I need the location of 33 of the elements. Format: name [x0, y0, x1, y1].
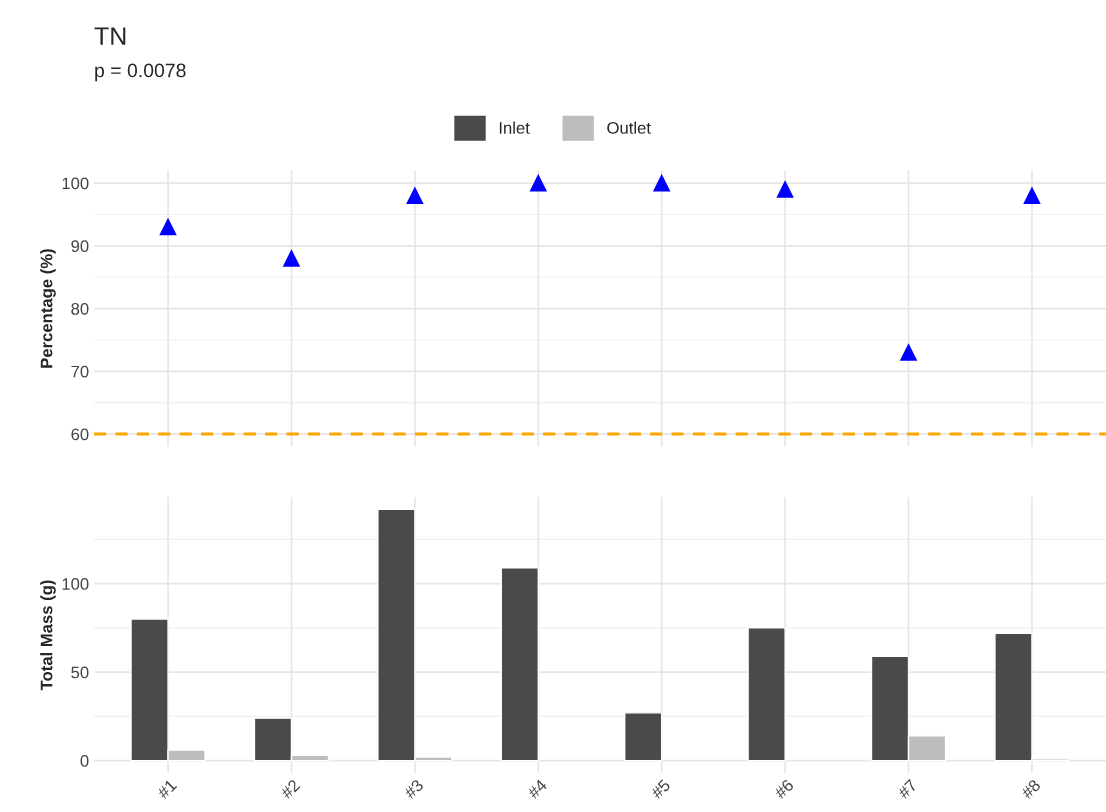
chart-title: TN — [94, 27, 126, 45]
y-tick-label: 60 — [71, 428, 89, 441]
point — [900, 344, 917, 361]
y-axis-title: Percentage (%) — [40, 249, 56, 368]
bar — [500, 567, 539, 762]
x-tick-label: #4 — [526, 778, 548, 800]
legend-label: Inlet — [499, 121, 530, 134]
y-tick-label: 0 — [80, 755, 89, 767]
point — [653, 174, 671, 192]
y-tick-label: 90 — [71, 240, 89, 253]
point — [159, 218, 177, 236]
point — [776, 181, 794, 198]
point — [283, 250, 300, 267]
y-tick-label: 80 — [71, 302, 89, 315]
x-tick-label: #3 — [403, 778, 425, 800]
point — [406, 187, 424, 204]
y-tick-label: 50 — [71, 666, 89, 679]
y-tick-label: 100 — [62, 578, 89, 590]
x-tick-label: #1 — [156, 778, 178, 800]
bar — [623, 712, 663, 762]
y-tick-label: 70 — [71, 365, 89, 378]
x-tick-label: #8 — [1020, 778, 1042, 800]
point — [1023, 187, 1041, 204]
chart-subtitle: p = 0.0078 — [95, 63, 186, 82]
y-axis-title: Total Mass (g) — [40, 580, 56, 691]
bar — [747, 627, 786, 762]
x-tick-label: #6 — [773, 778, 795, 800]
x-tick-label: #7 — [896, 778, 918, 800]
y-tick-label: 100 — [62, 177, 89, 190]
point — [529, 174, 547, 192]
legend-label: Outlet — [607, 121, 651, 134]
x-tick-label: #2 — [279, 778, 301, 800]
x-tick-label: #5 — [650, 778, 671, 800]
